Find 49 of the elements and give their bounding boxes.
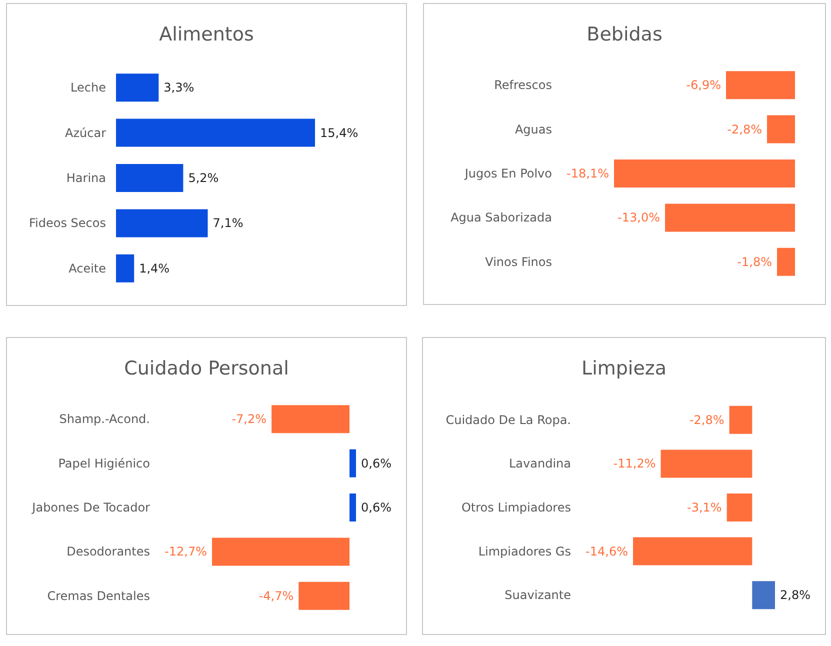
data-label: 2,8% xyxy=(780,588,810,602)
data-label: -11,2% xyxy=(613,456,656,471)
y-tick-label: Cuidado De La Ropa. xyxy=(446,412,571,427)
y-tick-label: Harina xyxy=(66,171,106,185)
chart-title: Alimentos xyxy=(159,24,254,46)
y-tick-label: Leche xyxy=(70,80,106,95)
data-label: 15,4% xyxy=(320,126,358,140)
data-label: 7,1% xyxy=(212,216,244,230)
y-tick-label: Azúcar xyxy=(65,126,106,140)
bar xyxy=(116,209,208,238)
y-tick-label: Aceite xyxy=(68,261,106,276)
data-label: 1,4% xyxy=(139,261,170,276)
y-tick-label: Cremas Dentales xyxy=(47,588,150,603)
bar xyxy=(116,74,159,102)
y-tick-label: Papel Higiénico xyxy=(58,456,150,470)
y-tick-label: Agua Saborizada xyxy=(450,210,552,225)
data-label: -6,9% xyxy=(686,78,721,92)
y-tick-label: Suavizante xyxy=(504,588,571,602)
y-tick-label: Lavandina xyxy=(508,456,571,471)
data-label: 5,2% xyxy=(188,171,219,185)
chart-title: Bebidas xyxy=(586,24,662,46)
data-label: -14,6% xyxy=(586,544,628,558)
data-label: -2,8% xyxy=(689,412,724,427)
chart-title: Limpieza xyxy=(581,358,667,380)
data-label: -7,2% xyxy=(232,412,267,426)
bar xyxy=(116,254,134,282)
bar xyxy=(116,164,184,192)
y-tick-label: Shamp.-Acond. xyxy=(59,412,150,426)
y-tick-label: Otros Limpiadores xyxy=(461,500,571,514)
y-tick-label: Jabones De Tocador xyxy=(31,500,150,514)
data-label: -4,7% xyxy=(258,588,294,603)
y-tick-label: Fideos Secos xyxy=(29,216,106,230)
data-label: -13,0% xyxy=(618,210,660,225)
data-label: -1,8% xyxy=(737,254,772,269)
y-tick-label: Aguas xyxy=(514,122,552,136)
data-label: -18,1% xyxy=(566,166,609,180)
data-label: -2,8% xyxy=(727,122,762,136)
y-tick-label: Refrescos xyxy=(494,78,552,92)
data-label: 0,6% xyxy=(361,456,392,470)
data-label: 0,6% xyxy=(361,500,392,514)
data-label: -12,7% xyxy=(164,544,207,559)
y-tick-label: Limpiadores Gs xyxy=(478,544,571,558)
data-label: 3,3% xyxy=(164,80,194,95)
y-tick-label: Jugos En Polvo xyxy=(464,166,552,180)
y-tick-label: Vinos Finos xyxy=(485,254,552,269)
y-tick-label: Desodorantes xyxy=(66,544,150,559)
bar xyxy=(116,118,315,147)
data-label: -3,1% xyxy=(687,500,722,514)
chart-title: Cuidado Personal xyxy=(124,358,289,380)
